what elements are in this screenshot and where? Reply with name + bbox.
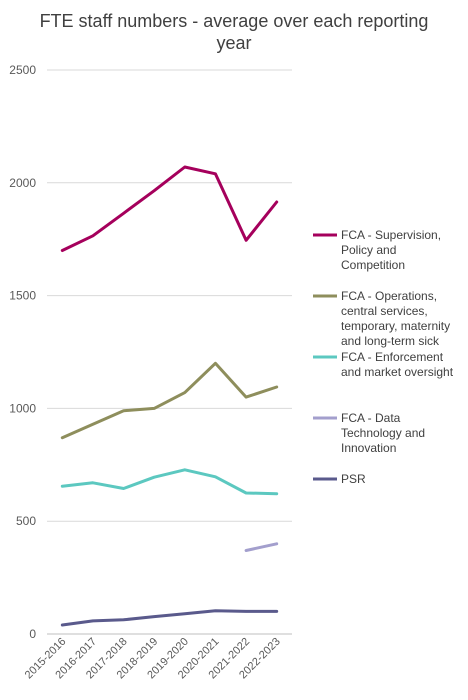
legend-label: and market oversight: [341, 365, 454, 379]
legend-label: FCA - Supervision,: [341, 228, 441, 242]
series-line-4: [60, 609, 279, 627]
y-tick-label: 1500: [9, 289, 36, 303]
legend-label: and long-term sick: [341, 334, 440, 348]
y-tick-label: 2500: [9, 63, 36, 77]
legend-label: Technology and: [341, 426, 425, 440]
series-line-2: [60, 468, 279, 496]
legend-label: FCA - Operations,: [341, 289, 437, 303]
legend-label: FCA - Data: [341, 411, 401, 425]
y-axis: 0 500 1000 1500 2000 2500: [9, 63, 36, 641]
series-line-0: [60, 165, 279, 252]
legend-label: temporary, maternity: [341, 319, 450, 333]
series-lines: [60, 165, 279, 627]
legend-label: Innovation: [341, 441, 396, 455]
chart-title: FTE staff numbers - average over each re…: [39, 11, 429, 53]
legend-label: Competition: [341, 258, 405, 272]
gridlines: [47, 69, 292, 522]
x-axis: 2015-20162016-20172017-20182018-20192019…: [23, 633, 292, 681]
series-line-3: [244, 542, 279, 552]
y-tick-label: 0: [29, 627, 36, 641]
y-tick-label: 2000: [9, 176, 36, 190]
legend-label: PSR: [341, 472, 366, 486]
series-line-1: [60, 361, 279, 440]
legend-label: FCA - Enforcement: [341, 350, 444, 364]
y-tick-label: 500: [16, 514, 36, 528]
legend-label: central services,: [341, 304, 428, 318]
legend-label: Policy and: [341, 243, 396, 257]
y-tick-label: 1000: [9, 401, 36, 415]
